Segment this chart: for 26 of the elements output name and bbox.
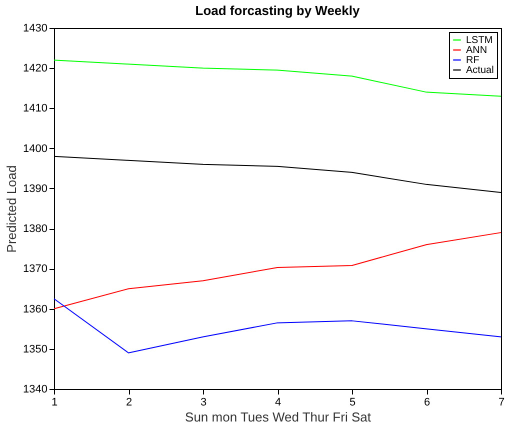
legend-label: Actual xyxy=(466,65,494,76)
x-tick-label: 3 xyxy=(200,396,207,408)
line-series xyxy=(54,298,502,354)
y-tick-label: 1410 xyxy=(23,102,48,115)
y-tick-label: 1340 xyxy=(23,384,48,396)
y-tick-label: 1390 xyxy=(23,182,48,195)
y-tick-label: 1430 xyxy=(23,22,48,34)
y-tick-label: 1420 xyxy=(23,62,48,75)
legend-label: LSTM xyxy=(466,35,493,46)
y-tick-label: 1400 xyxy=(23,142,48,155)
x-tick-label: 6 xyxy=(424,396,430,408)
chart-title: Load forcasting by Weekly xyxy=(195,3,361,18)
x-tick-label: 1 xyxy=(51,396,58,408)
y-axis-title: Predicted Load xyxy=(4,165,20,253)
y-tick-label: 1350 xyxy=(23,343,48,356)
legend-label: RF xyxy=(466,55,480,66)
line-series xyxy=(54,232,502,310)
x-tick-label: 4 xyxy=(274,396,282,408)
x-axis-title: Sun mon Tues Wed Thur Fri Sat xyxy=(185,410,372,423)
y-tick-label: 1380 xyxy=(23,223,48,236)
y-tick-label: 1370 xyxy=(23,263,48,276)
x-tick-label: 5 xyxy=(349,396,356,408)
x-tick-label: 7 xyxy=(498,396,505,408)
legend-label: ANN xyxy=(466,45,488,56)
y-tick-label: 1360 xyxy=(23,303,48,316)
x-tick-label: 2 xyxy=(126,396,132,408)
